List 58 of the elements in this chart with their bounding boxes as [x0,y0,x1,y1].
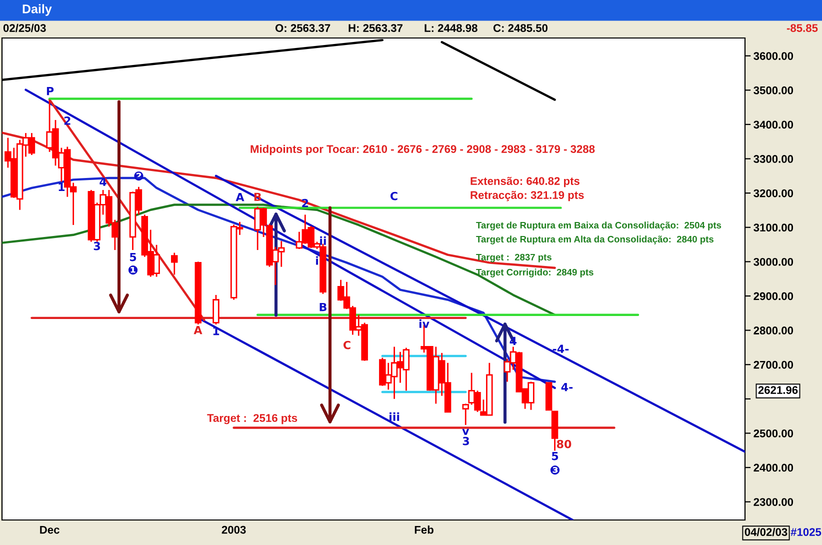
annotation: v [462,428,470,435]
x-tick-label: Feb [414,526,434,534]
annotation: -4- [552,344,569,353]
y-tick-label: 3000.00 [754,258,794,266]
annotation: P [46,86,54,96]
annotation: ❶ [128,266,138,275]
y-tick-label: 2400.00 [754,464,794,472]
text: -85.85 [786,24,818,32]
y-tick-label: 3600.00 [754,52,794,60]
x-tick-label: Dec [40,526,60,534]
annotation: Target de Ruptura em Alta da Consolidação: 2840 pts [476,236,714,244]
y-tick-label: 2700.00 [754,360,794,369]
y-tick-label: 2300.00 [754,498,794,506]
annotation: 1 [58,182,65,191]
x-tick-label: 2003 [222,526,246,534]
chart-title: Daily [22,4,52,16]
y-tick-label: 3500.00 [754,86,794,94]
annotation: Midpoints por Tocar: 2610 - 2676 - 2769 - 2908 - 2983 - 3179 - 3288 [250,144,595,156]
text: L: 2448.98 [424,24,478,32]
text: O: 2563.37 [275,24,330,32]
annotation: A [194,326,202,334]
annotation: ❸ [550,466,560,475]
y-tick-label: 3400.00 [754,120,794,129]
y-tick-label: 3200.00 [754,189,794,198]
annotation: 4 [510,336,517,346]
annotation: ii [320,236,326,245]
y-tick-label: 2900.00 [754,292,794,300]
annotation: Extensão: 640.82 pts [470,176,580,188]
annotation: 3 [462,436,469,446]
text: 04/02/03 [744,528,788,536]
annotation: 4 [100,178,106,186]
annotation: C [390,192,398,200]
annotation: i [316,256,318,265]
annotation: 5 [552,452,558,460]
annotation: 80 [556,440,572,448]
annotation: B [320,302,326,312]
annotation: iii [390,412,400,421]
y-tick-label: 3100.00 [754,224,794,232]
annotation: Target Corrigido: 2849 pts [476,268,594,278]
annotation: C [343,340,350,350]
text: C: 2485.50 [493,24,548,32]
annotation: 4- [561,382,573,392]
text: 2621.96 [758,386,798,394]
text: 02/25/03 [3,24,46,32]
annotation: 3 [94,242,100,250]
annotation: Target : 2837 pts [476,254,552,262]
annotation: B [254,192,262,201]
annotation: Target : 2516 pts [207,414,298,424]
y-tick-label: 3300.00 [754,155,794,163]
text: H: 2563.37 [348,24,402,32]
annotation: Retracção: 321.19 pts [470,190,584,202]
y-tick-label: 2500.00 [754,429,794,438]
annotation: 5 [130,252,136,262]
annotation: iv [419,319,430,328]
y-tick-label: 2800.00 [754,326,794,334]
annotation: Target de Ruptura em Baixa da Consolidação: 2504 pts [476,222,722,230]
annotation: A [236,192,244,202]
text: #1025 [790,528,822,536]
